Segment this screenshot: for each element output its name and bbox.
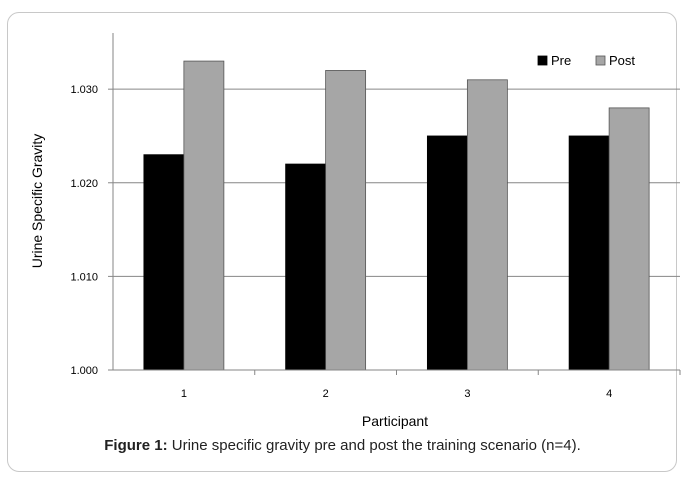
x-tick-label: 4 xyxy=(606,388,612,400)
x-tick-label: 3 xyxy=(464,388,470,400)
x-ticks: 1 2 3 4 xyxy=(181,370,681,400)
bar-pre-4 xyxy=(568,135,610,371)
y-axis-label: Urine Specific Gravity xyxy=(29,134,45,269)
bars xyxy=(143,60,650,371)
bar-pre-3 xyxy=(426,135,468,371)
bar-post-2 xyxy=(325,70,367,371)
x-axis-label: Participant xyxy=(362,413,428,429)
y-tick-label: 1.030 xyxy=(70,84,98,96)
bar-post-4 xyxy=(608,107,650,371)
bar-pre-2 xyxy=(285,163,327,371)
caption-text: Urine specific gravity pre and post the … xyxy=(167,437,581,454)
bar-pre-1 xyxy=(143,154,185,371)
legend-swatch-pre xyxy=(537,55,548,66)
y-tick-label: 1.010 xyxy=(70,271,98,283)
x-tick-label: 2 xyxy=(323,388,329,400)
caption-label: Figure 1: xyxy=(104,437,168,454)
figure-caption: Figure 1: Urine specific gravity pre and… xyxy=(0,437,685,454)
bar-post-3 xyxy=(466,79,508,371)
y-tick-label: 1.020 xyxy=(70,178,98,190)
legend-swatch-post xyxy=(595,55,606,66)
legend: Pre Post xyxy=(537,53,635,68)
legend-label-post: Post xyxy=(609,53,635,68)
legend-label-pre: Pre xyxy=(551,53,571,68)
y-tick-label: 1.000 xyxy=(70,365,98,377)
bar-post-1 xyxy=(183,60,225,371)
y-ticks: 1.000 1.010 1.020 1.030 xyxy=(70,84,113,377)
x-tick-label: 1 xyxy=(181,388,187,400)
